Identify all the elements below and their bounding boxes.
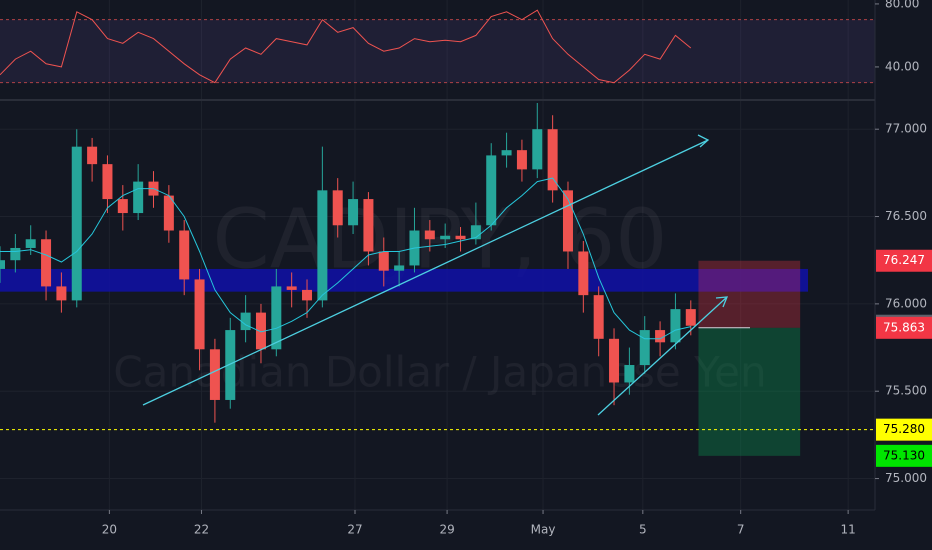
trend-arrow <box>697 134 710 148</box>
price-badge-label: 75.280 <box>883 422 925 436</box>
rsi-tick-label: 80.00 <box>885 0 919 10</box>
price-badge-label: 76.247 <box>883 253 925 267</box>
candle-body <box>532 129 543 170</box>
x-tick-label: 27 <box>347 523 362 537</box>
rsi-tick-label: 40.00 <box>885 59 919 73</box>
candle-body <box>378 251 389 271</box>
candle-body <box>655 330 666 343</box>
candle-body <box>455 235 466 240</box>
grid <box>0 0 875 510</box>
rsi-band-fill <box>0 19 875 83</box>
moving-average <box>0 177 691 340</box>
candle-body <box>56 286 67 301</box>
candle-body <box>87 146 98 165</box>
watermark-subtitle: Canadian Dollar / Japanese Yen <box>113 348 766 397</box>
candle-body <box>424 230 435 240</box>
y-tick-label: 75.500 <box>885 384 927 398</box>
price-badge <box>876 444 932 467</box>
candle-body <box>117 199 128 214</box>
y-tick-label: 75.000 <box>885 471 927 485</box>
candle-body <box>10 247 21 261</box>
candle-body <box>501 150 512 156</box>
candle-body <box>286 286 297 290</box>
candle-body <box>0 260 5 269</box>
x-tick-label: 7 <box>737 523 745 537</box>
zone <box>0 268 808 292</box>
candle-body <box>486 155 497 226</box>
candle-body <box>593 295 604 339</box>
x-tick-label: 20 <box>102 523 117 537</box>
position-risk <box>698 260 801 328</box>
candle-body <box>41 239 52 287</box>
candle-body <box>639 330 650 366</box>
price-badge <box>876 418 932 441</box>
candle-body <box>440 235 451 240</box>
candle-body <box>685 309 696 326</box>
candle-body <box>562 190 573 252</box>
candle-body <box>25 239 36 248</box>
candle-body <box>255 312 266 350</box>
price-badge <box>876 249 932 272</box>
candle-body <box>624 365 635 383</box>
trend-line <box>597 296 728 416</box>
candle-body <box>194 279 205 350</box>
axes: 75.000 75.500 76.000 76.500 77.000 20 22 27 29 Ma… <box>102 0 932 537</box>
plot <box>0 9 875 456</box>
candle-body <box>470 225 481 240</box>
candle-body <box>547 129 558 191</box>
candle-body <box>133 181 144 214</box>
rsi-line <box>0 9 692 84</box>
x-tick-label: 29 <box>439 523 454 537</box>
price-badge-label: 75.130 <box>883 448 925 462</box>
x-tick-label: 5 <box>639 523 647 537</box>
candle-body <box>332 190 343 226</box>
candle-body <box>240 312 251 331</box>
candle-body <box>71 146 82 301</box>
candle-body <box>609 338 620 383</box>
candle-body <box>363 199 374 252</box>
candle-body <box>348 199 359 226</box>
candle-body <box>670 309 681 343</box>
x-tick-label: 22 <box>194 523 209 537</box>
candle-body <box>317 190 328 301</box>
y-tick-label: 77.000 <box>885 122 927 136</box>
candle-body <box>163 195 174 231</box>
price-badge <box>876 316 932 339</box>
candle-body <box>225 330 236 400</box>
x-tick-label: 11 <box>840 523 855 537</box>
trend-arrow <box>715 296 728 308</box>
price-badge-label: 75.863 <box>883 320 925 334</box>
candle-body <box>271 286 282 350</box>
candle-body <box>394 265 405 271</box>
candle-body <box>516 150 527 170</box>
candle-body <box>302 289 313 301</box>
candle-body <box>578 251 589 296</box>
x-tick-label: May <box>531 523 556 537</box>
y-tick-label: 76.000 <box>885 296 927 310</box>
y-tick-label: 76.500 <box>885 209 927 223</box>
position-reward <box>698 327 801 456</box>
trend-line <box>142 139 709 406</box>
candle-body <box>209 349 220 400</box>
candle-body <box>179 230 190 280</box>
candle-body <box>102 164 113 200</box>
